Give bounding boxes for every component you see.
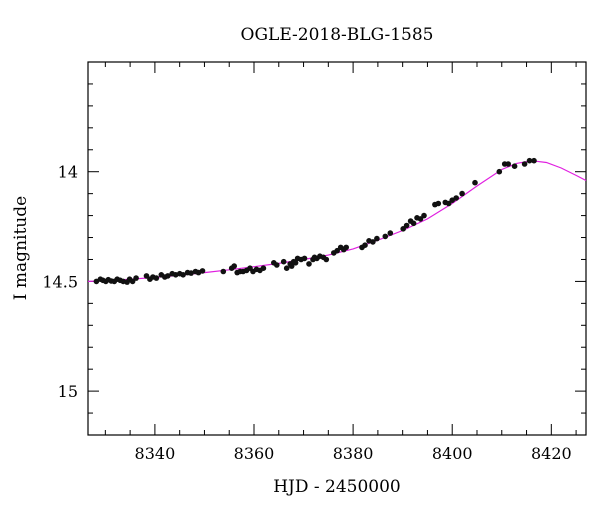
- model-curve: [87, 160, 587, 282]
- x-tick-label: 8380: [333, 444, 374, 463]
- data-point: [496, 168, 503, 175]
- data-point: [323, 256, 330, 263]
- y-tick-label: 15: [58, 382, 78, 401]
- data-point: [129, 278, 136, 285]
- data-point: [521, 161, 528, 167]
- data-point: [180, 272, 186, 278]
- data-point: [199, 268, 206, 274]
- x-tick-label: 8360: [234, 444, 275, 463]
- data-point: [288, 263, 295, 269]
- tick-labels: 8340 8360 8380 8400 8420 14 14.5 15: [42, 163, 571, 463]
- chart-title: OGLE-2018-BLG-1585: [241, 25, 434, 45]
- data-point: [188, 270, 194, 276]
- data-point: [531, 157, 537, 164]
- data-point: [382, 233, 389, 240]
- data-point: [526, 157, 533, 164]
- x-axis-label: HJD - 2450000: [273, 477, 401, 497]
- data-point: [421, 212, 427, 219]
- data-point: [274, 262, 280, 268]
- x-tick-label: 8420: [531, 444, 572, 463]
- y-axis-label: I magnitude: [11, 196, 31, 300]
- data-point: [306, 261, 312, 267]
- data-point: [459, 190, 465, 197]
- plot-frame: [87, 61, 587, 436]
- data-point: [301, 255, 308, 262]
- data-point: [280, 258, 287, 265]
- data-point: [283, 265, 290, 272]
- data-point: [417, 216, 424, 222]
- data-point: [153, 275, 160, 281]
- x-tick-label: 8400: [432, 444, 473, 463]
- data-point: [231, 263, 237, 269]
- data-point: [435, 200, 442, 207]
- data-point: [374, 235, 380, 242]
- plot-area: 8340 8360 8380 8400 8420 14 14.5 15: [42, 61, 587, 463]
- data-point: [445, 200, 452, 207]
- data-point: [260, 265, 267, 272]
- data-point: [410, 220, 417, 227]
- data-point: [362, 242, 368, 248]
- data-point: [387, 230, 394, 236]
- data-point: [453, 195, 460, 201]
- data-point: [511, 163, 518, 169]
- data-point: [292, 260, 299, 266]
- data-point: [505, 161, 512, 167]
- data-point: [220, 268, 227, 275]
- data-point: [133, 275, 139, 281]
- y-tick-label: 14.5: [42, 272, 78, 291]
- data-points-group: [93, 157, 537, 285]
- data-point: [165, 273, 171, 279]
- data-point: [370, 239, 376, 245]
- x-tick-label: 8340: [135, 444, 176, 463]
- data-point: [403, 222, 410, 229]
- data-point: [472, 179, 478, 186]
- y-tick-label: 14: [58, 163, 78, 182]
- model-curve-group: [87, 160, 587, 282]
- data-point: [334, 247, 341, 254]
- data-point: [343, 244, 350, 251]
